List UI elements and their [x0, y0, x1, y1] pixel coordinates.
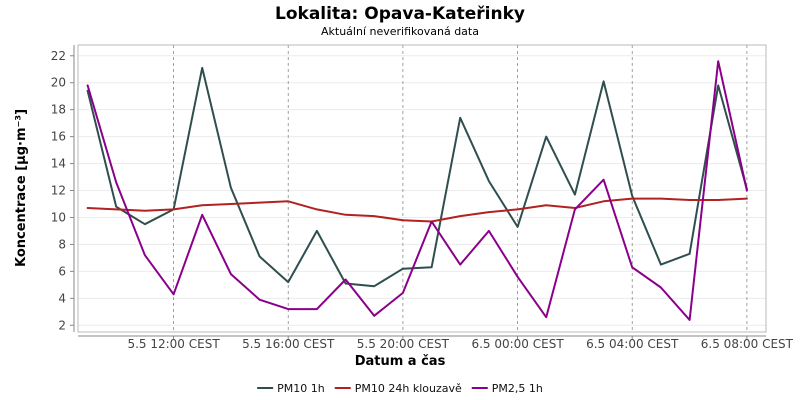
y-tick-label: 16: [51, 130, 66, 144]
x-tick-label: 6.5 08:00 CEST: [701, 337, 794, 351]
chart-subtitle: Aktuální neverifikovaná data: [321, 25, 479, 38]
plot-frame: [77, 44, 767, 333]
y-tick-label: 6: [58, 264, 66, 278]
x-tick-label: 5.5 20:00 CEST: [357, 337, 450, 351]
y-tick-label: 2: [58, 318, 66, 332]
y-tick-label: 14: [51, 157, 66, 171]
series-lines: [86, 60, 748, 321]
y-tick-label: 18: [51, 103, 66, 117]
x-tick-label: 5.5 16:00 CEST: [242, 337, 335, 351]
legend-label-2: PM10 24h klouzavě: [355, 382, 462, 395]
x-axis-label: Datum a čas: [355, 354, 446, 369]
x-tick-label: 6.5 04:00 CEST: [586, 337, 679, 351]
legend: PM10 1h PM10 24h klouzavě PM2,5 1h: [257, 382, 543, 395]
axes: [70, 45, 766, 340]
legend-label-3: PM2,5 1h: [492, 382, 543, 395]
y-tick-label: 10: [51, 210, 66, 224]
series-line-1: [86, 66, 748, 288]
y-tick-label: 8: [58, 237, 66, 251]
y-tick-label: 20: [51, 76, 66, 90]
series-line-3: [86, 60, 748, 321]
y-tick-label: 4: [58, 291, 66, 305]
chart-title: Lokalita: Opava-Kateřinky: [275, 4, 525, 24]
x-tick-label: 5.5 12:00 CEST: [127, 337, 220, 351]
y-axis-label: Koncentrace [µg·m⁻³]: [14, 109, 29, 267]
y-tick-label: 22: [51, 49, 66, 63]
series-line-2: [86, 197, 748, 223]
grid: [78, 45, 766, 332]
y-tick-label: 12: [51, 184, 66, 198]
legend-label-1: PM10 1h: [277, 382, 325, 395]
x-tick-label: 6.5 00:00 CEST: [471, 337, 564, 351]
tick-labels: 2 4 6 8 10 12 14 16 18 20 22 5.5 12:00 CEST 5.5 16:0…: [51, 49, 794, 351]
